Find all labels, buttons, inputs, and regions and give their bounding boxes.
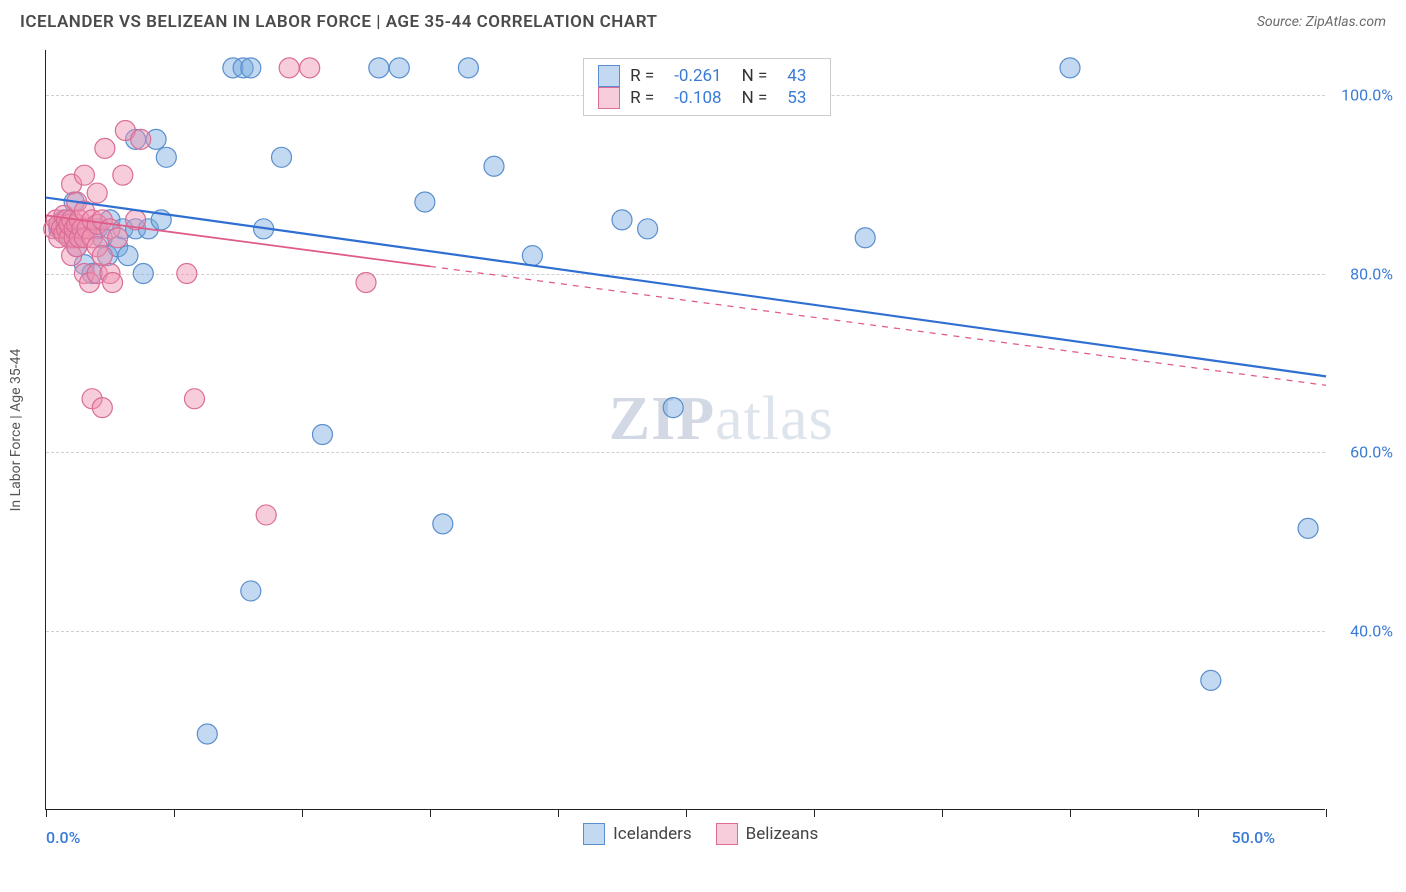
stat-n-icelanders: 43 bbox=[787, 66, 806, 86]
data-point bbox=[484, 156, 504, 176]
data-point bbox=[415, 192, 435, 212]
y-axis-label: In Labor Force | Age 35-44 bbox=[8, 348, 24, 511]
correlation-chart: In Labor Force | Age 35-44 100.0%80.0%60… bbox=[45, 50, 1385, 840]
data-point bbox=[92, 398, 112, 418]
y-tick-label: 100.0% bbox=[1341, 85, 1393, 104]
data-point bbox=[108, 228, 128, 248]
data-point bbox=[272, 147, 292, 167]
x-tick bbox=[430, 809, 431, 817]
data-point bbox=[92, 246, 112, 266]
data-point bbox=[1060, 58, 1080, 78]
data-point bbox=[356, 272, 376, 292]
stats-legend-box: R = -0.261 N = 43 R = -0.108 N = 53 bbox=[583, 58, 831, 116]
stats-row-icelanders: R = -0.261 N = 43 bbox=[598, 65, 816, 87]
data-point bbox=[197, 724, 217, 744]
y-tick-label: 80.0% bbox=[1350, 264, 1393, 283]
data-point bbox=[241, 581, 261, 601]
x-tick bbox=[686, 809, 687, 817]
data-point bbox=[113, 165, 133, 185]
data-point bbox=[369, 58, 389, 78]
data-point bbox=[638, 219, 658, 239]
data-point bbox=[131, 129, 151, 149]
legend-item-belizeans: Belizeans bbox=[716, 823, 819, 845]
swatch-belizeans bbox=[598, 87, 620, 109]
y-tick-label: 40.0% bbox=[1350, 622, 1393, 641]
y-tick-label: 60.0% bbox=[1350, 443, 1393, 462]
swatch-icelanders bbox=[583, 823, 605, 845]
data-point bbox=[855, 228, 875, 248]
data-point bbox=[103, 272, 123, 292]
x-axis-min-label: 0.0% bbox=[46, 828, 80, 847]
data-point bbox=[279, 58, 299, 78]
regression-line bbox=[430, 266, 1326, 385]
stat-n-belizeans: 53 bbox=[787, 88, 806, 108]
data-point bbox=[241, 58, 261, 78]
swatch-icelanders bbox=[598, 65, 620, 87]
data-point bbox=[95, 138, 115, 158]
source-attribution: Source: ZipAtlas.com bbox=[1257, 14, 1386, 30]
swatch-belizeans bbox=[716, 823, 738, 845]
scatter-svg bbox=[46, 50, 1326, 810]
stat-r-belizeans: -0.108 bbox=[674, 88, 721, 108]
x-tick bbox=[302, 809, 303, 817]
x-tick bbox=[1326, 809, 1327, 817]
data-point bbox=[1298, 518, 1318, 538]
data-point bbox=[522, 246, 542, 266]
x-tick bbox=[558, 809, 559, 817]
regression-line bbox=[46, 198, 1326, 377]
stat-n-label: N = bbox=[742, 88, 768, 108]
plot-area: In Labor Force | Age 35-44 100.0%80.0%60… bbox=[45, 50, 1325, 810]
stats-row-belizeans: R = -0.108 N = 53 bbox=[598, 87, 816, 109]
legend-item-icelanders: Icelanders bbox=[583, 823, 691, 845]
x-tick bbox=[174, 809, 175, 817]
stat-r-icelanders: -0.261 bbox=[674, 66, 721, 86]
data-point bbox=[458, 58, 478, 78]
page-title: ICELANDER VS BELIZEAN IN LABOR FORCE | A… bbox=[20, 12, 658, 32]
data-point bbox=[118, 246, 138, 266]
stat-r-label: R = bbox=[630, 88, 654, 108]
data-point bbox=[663, 398, 683, 418]
x-tick bbox=[46, 809, 47, 817]
data-point bbox=[389, 58, 409, 78]
data-point bbox=[1201, 670, 1221, 690]
x-tick bbox=[1070, 809, 1071, 817]
data-point bbox=[256, 505, 276, 525]
legend-label-icelanders: Icelanders bbox=[613, 824, 691, 844]
data-point bbox=[184, 389, 204, 409]
data-point bbox=[300, 58, 320, 78]
data-point bbox=[156, 147, 176, 167]
x-tick bbox=[942, 809, 943, 817]
data-point bbox=[433, 514, 453, 534]
x-axis-max-label: 50.0% bbox=[1231, 828, 1275, 847]
stat-n-label: N = bbox=[742, 66, 768, 86]
data-point bbox=[87, 183, 107, 203]
stat-r-label: R = bbox=[630, 66, 654, 86]
data-point bbox=[133, 264, 153, 284]
x-tick bbox=[1198, 809, 1199, 817]
x-tick bbox=[814, 809, 815, 817]
legend-bottom: Icelanders Belizeans bbox=[583, 823, 818, 845]
data-point bbox=[612, 210, 632, 230]
data-point bbox=[312, 424, 332, 444]
legend-label-belizeans: Belizeans bbox=[746, 824, 819, 844]
data-point bbox=[177, 264, 197, 284]
data-point bbox=[74, 165, 94, 185]
